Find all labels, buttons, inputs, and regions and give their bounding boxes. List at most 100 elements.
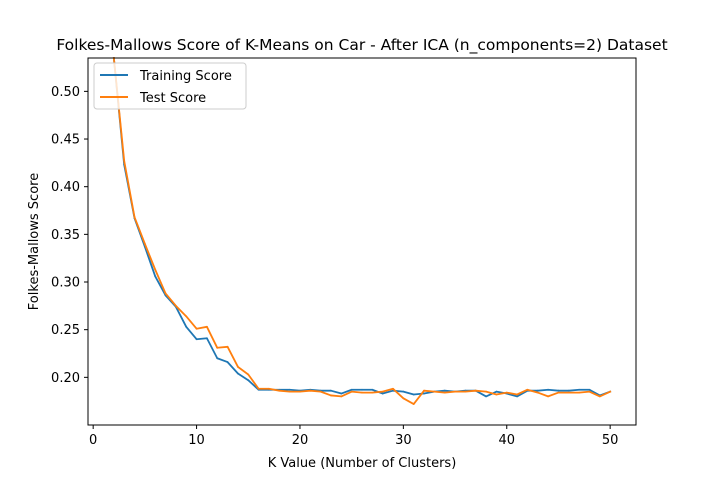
data-point-test — [536, 391, 539, 394]
data-point-test — [464, 390, 467, 393]
data-point-test — [268, 387, 270, 390]
plot-background — [88, 58, 636, 425]
data-point-training — [350, 388, 353, 391]
series-layer — [112, 57, 612, 405]
data-point-test — [143, 242, 146, 245]
plot-area — [87, 57, 637, 426]
data-point-training — [495, 390, 498, 393]
data-point-test — [578, 391, 581, 394]
data-point-test — [278, 389, 281, 392]
y-tick-label: 0.20 — [51, 371, 80, 386]
data-point-test — [443, 391, 446, 394]
data-point-test — [185, 315, 188, 318]
data-point-training — [226, 361, 229, 363]
data-point-training — [195, 338, 198, 341]
y-tick-label: 0.35 — [51, 228, 80, 243]
y-tick-label: 0.40 — [51, 180, 80, 195]
x-tick-label: 30 — [395, 433, 412, 448]
data-point-test — [299, 390, 301, 393]
data-point-test — [392, 387, 394, 390]
data-point-test — [237, 365, 239, 368]
data-point-training — [423, 392, 425, 395]
legend-label-test: Test Score — [139, 91, 206, 106]
data-point-training — [547, 388, 550, 391]
data-point-test — [309, 389, 312, 392]
data-point-test — [350, 390, 353, 393]
chart-title: Folkes-Mallows Score of K-Means on Car -… — [56, 36, 667, 55]
data-point-test — [567, 391, 570, 394]
legend: Training Score Test Score — [93, 62, 247, 110]
data-point-test — [557, 391, 560, 394]
data-point-training — [557, 389, 560, 392]
data-point-training — [185, 325, 188, 328]
data-point-training — [206, 337, 208, 340]
y-tick-label: 0.45 — [51, 133, 80, 148]
data-point-test — [588, 390, 591, 393]
data-point-training — [381, 392, 384, 395]
data-point-test — [319, 390, 322, 393]
x-tick-label: 40 — [498, 433, 515, 448]
data-point-test — [195, 327, 198, 330]
data-point-training — [330, 389, 332, 392]
data-point-test — [361, 391, 363, 394]
data-point-training — [536, 389, 539, 392]
data-point-test — [216, 346, 219, 349]
data-point-test — [340, 395, 343, 398]
data-point-training — [237, 372, 239, 375]
data-point-test — [226, 345, 229, 348]
data-point-test — [495, 393, 498, 396]
y-axis-label: Folkes-Mallows Score — [27, 173, 42, 310]
data-point-test — [206, 325, 208, 328]
data-point-test — [526, 388, 529, 391]
data-point-training — [247, 379, 250, 382]
data-point-test — [257, 387, 260, 390]
data-point-test — [402, 397, 405, 400]
data-point-training — [578, 388, 581, 391]
data-point-training — [216, 357, 219, 360]
x-axis-label: K Value (Number of Clusters) — [268, 456, 457, 471]
data-point-test — [154, 268, 157, 271]
x-tick-label: 50 — [602, 433, 619, 448]
data-point-test — [133, 216, 136, 219]
data-point-test — [247, 373, 250, 376]
x-axis-ticks: 0 10 20 30 40 50 — [89, 425, 618, 448]
data-point-training — [371, 388, 374, 391]
x-tick-label: 10 — [188, 433, 205, 448]
legend-box — [93, 62, 247, 110]
data-point-test — [454, 390, 456, 393]
data-point-test — [505, 391, 508, 394]
data-point-test — [288, 390, 291, 393]
y-tick-label: 0.50 — [51, 85, 80, 100]
data-point-training — [154, 275, 157, 278]
data-point-training — [567, 389, 570, 392]
data-point-test — [609, 390, 612, 393]
data-point-training — [340, 392, 343, 395]
data-point-training — [443, 389, 446, 392]
data-point-test — [371, 391, 374, 394]
data-point-training — [588, 388, 591, 391]
plot-frame — [87, 57, 637, 426]
y-axis-ticks: 0.20 0.25 0.30 0.35 0.40 0.45 0.50 — [51, 85, 88, 386]
data-point-test — [412, 403, 415, 405]
data-point-training — [516, 395, 518, 398]
y-tick-label: 0.30 — [51, 276, 80, 291]
data-point-test — [423, 389, 425, 392]
data-point-test — [164, 292, 167, 295]
y-tick-label: 0.25 — [51, 323, 80, 338]
data-point-training — [412, 393, 415, 396]
data-point-test — [330, 394, 332, 397]
data-point-training — [361, 388, 363, 391]
data-point-test — [474, 389, 477, 392]
data-point-test — [174, 304, 177, 307]
legend-label-training: Training Score — [139, 69, 232, 84]
data-point-test — [547, 395, 550, 398]
x-tick-label: 0 — [89, 433, 97, 448]
x-tick-label: 20 — [292, 433, 309, 448]
data-point-test — [433, 390, 436, 393]
data-point-test — [123, 160, 126, 162]
data-point-test — [381, 390, 384, 393]
data-point-training — [288, 388, 291, 391]
data-point-training — [485, 395, 487, 398]
data-point-test — [485, 390, 487, 393]
